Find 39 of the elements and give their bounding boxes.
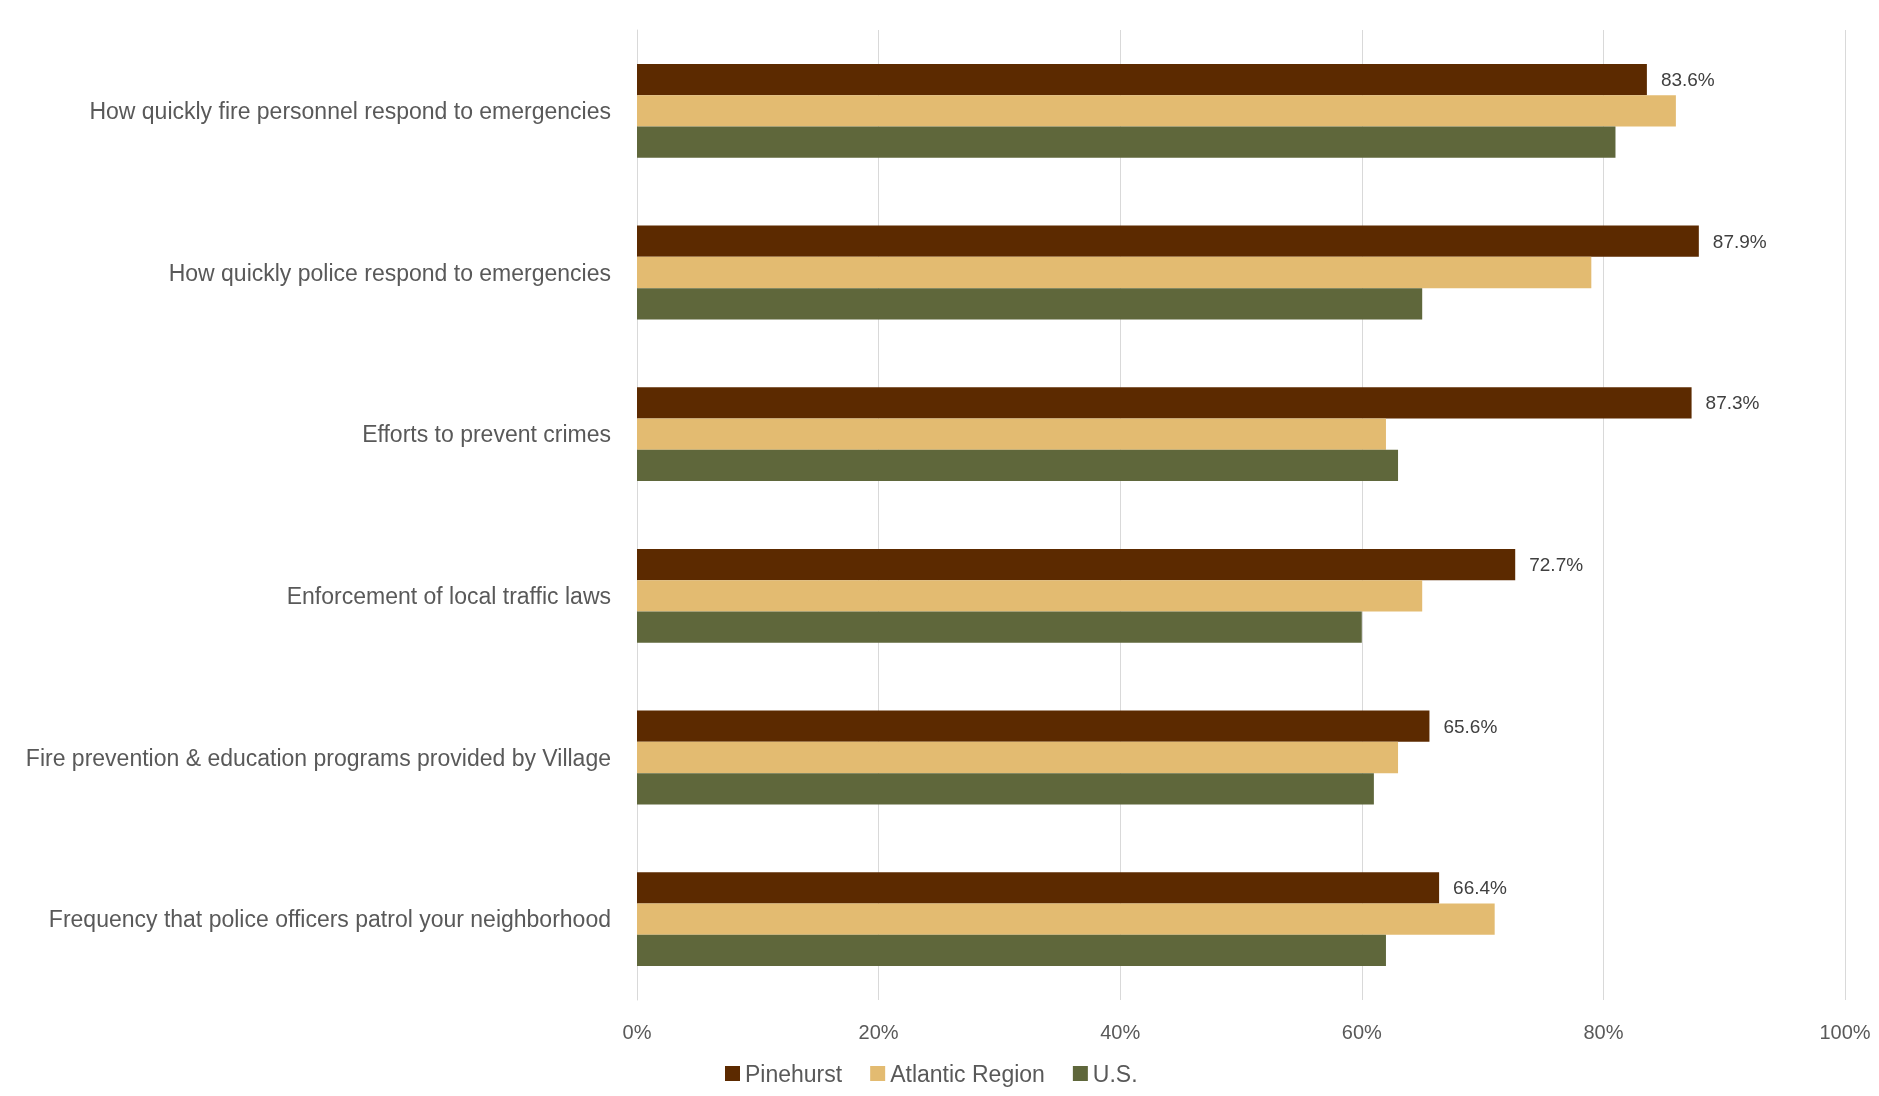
data-label: 65.6% (1443, 715, 1498, 737)
y-tick-label: Frequency that police officers patrol your neighborhood (48, 906, 611, 933)
y-tick-label: Fire prevention & education programs provided by Village (25, 744, 611, 771)
data-label: 83.6% (1660, 69, 1715, 91)
bar (637, 225, 1699, 257)
bar (637, 126, 1616, 158)
bar (637, 773, 1374, 805)
bar (637, 95, 1676, 127)
bar (637, 934, 1386, 967)
y-tick-label: How quickly fire personnel respond to emergencies (89, 97, 611, 124)
data-label: 87.9% (1712, 230, 1767, 252)
bar (637, 903, 1495, 935)
bar (637, 418, 1386, 450)
data-label: 72.7% (1529, 554, 1584, 576)
x-tick-label: 40% (1100, 1021, 1141, 1043)
bar (637, 580, 1423, 612)
bar (637, 741, 1399, 774)
bar (637, 288, 1423, 320)
x-tick-label: 20% (858, 1021, 899, 1043)
data-label: 87.3% (1705, 392, 1760, 414)
bar (637, 611, 1362, 643)
y-tick-label: How quickly police respond to emergencies (168, 259, 611, 286)
legend-label: U.S. (1092, 1060, 1138, 1087)
legend-label: Atlantic Region (890, 1060, 1045, 1087)
y-tick-label: Efforts to prevent crimes (362, 421, 611, 448)
bar (637, 449, 1399, 482)
bar (637, 710, 1430, 742)
data-label: 66.4% (1453, 877, 1508, 899)
bar (637, 256, 1592, 289)
legend-label: Pinehurst (745, 1060, 843, 1087)
bar (637, 387, 1692, 419)
x-tick-label: 60% (1341, 1021, 1383, 1043)
bar (637, 63, 1647, 96)
x-tick-label: 0% (622, 1021, 652, 1043)
x-tick-label: 80% (1583, 1021, 1624, 1043)
bar (637, 872, 1440, 904)
x-tick-label: 100% (1819, 1021, 1871, 1043)
bar (637, 548, 1516, 581)
y-tick-label: Enforcement of local traffic laws (286, 582, 611, 609)
